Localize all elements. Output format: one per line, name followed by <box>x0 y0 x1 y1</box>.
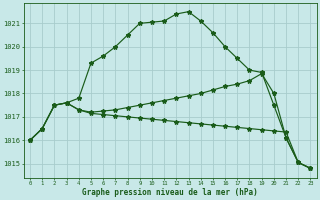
X-axis label: Graphe pression niveau de la mer (hPa): Graphe pression niveau de la mer (hPa) <box>82 188 258 197</box>
